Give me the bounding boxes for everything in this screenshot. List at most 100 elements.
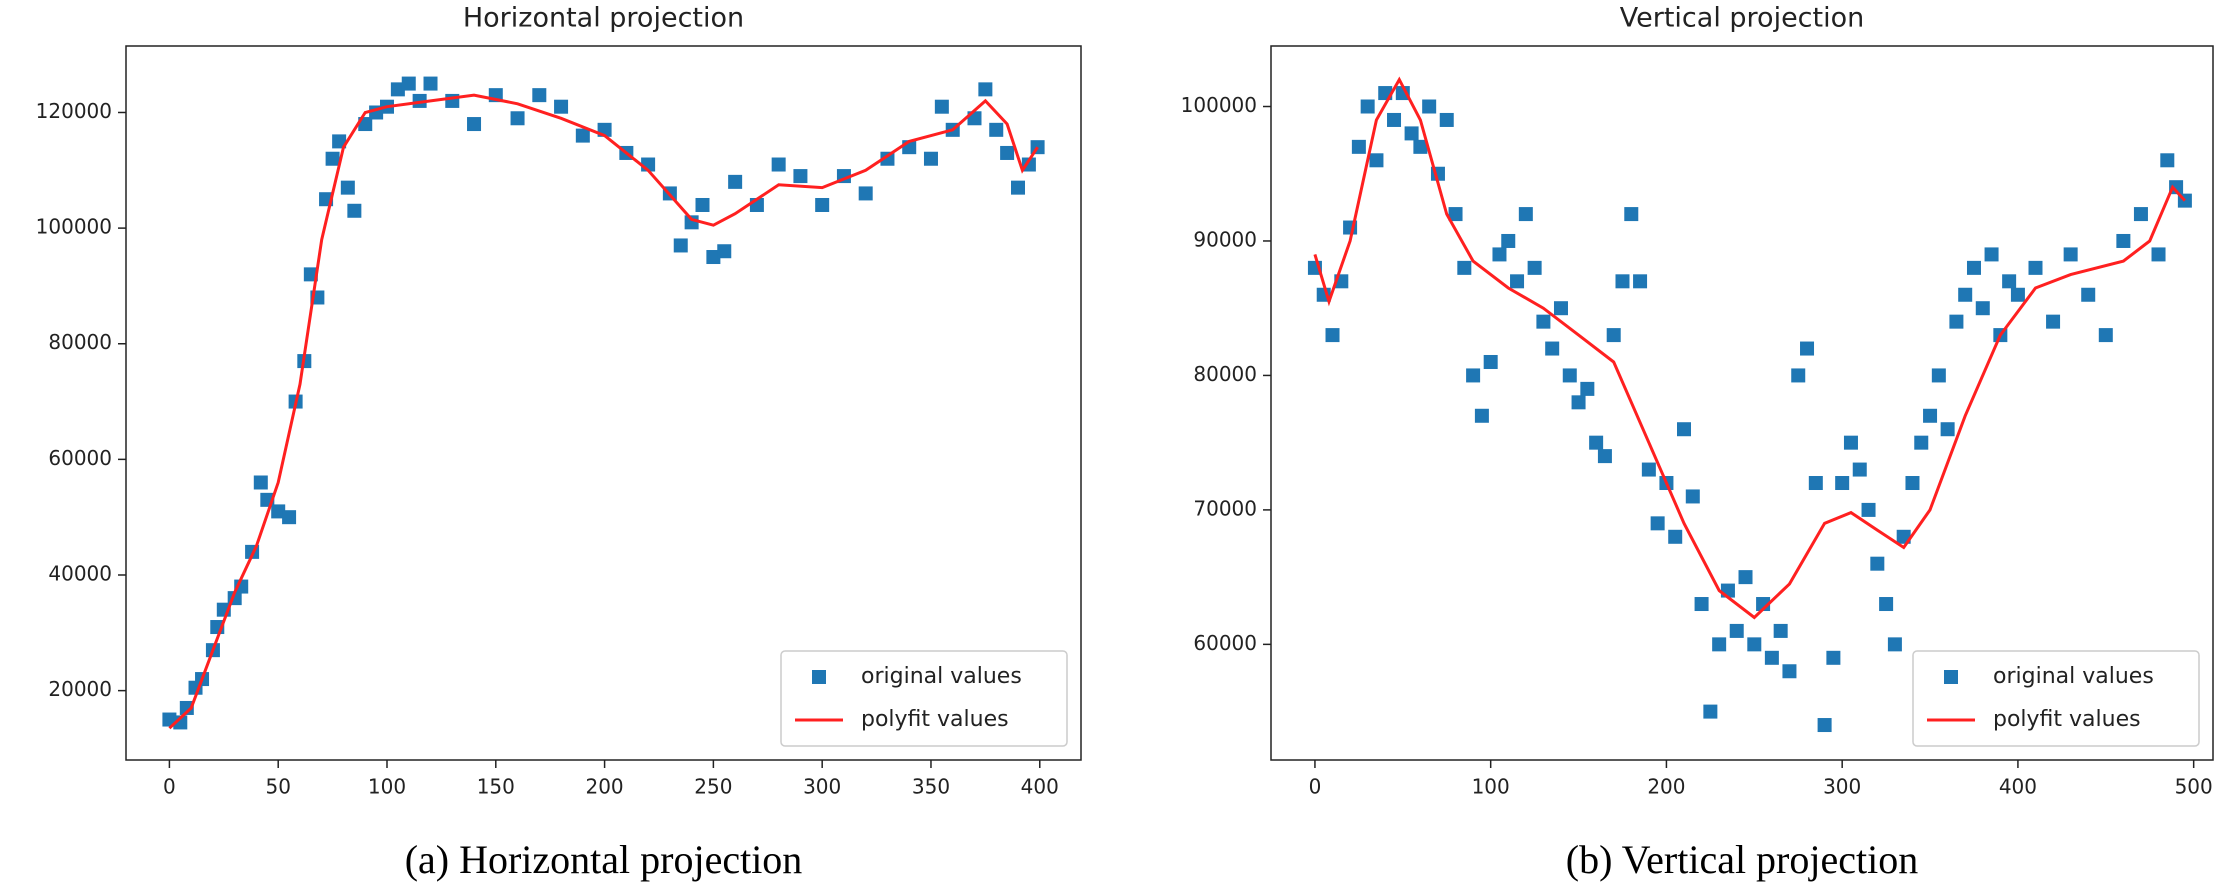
legend-marker [812,670,826,684]
marker [1650,516,1665,531]
marker [1879,597,1894,612]
axes-frame [125,45,1082,761]
marker [1641,462,1656,477]
marker [1413,139,1428,154]
marker [1694,597,1709,612]
caption: (b) Vertical projection [1566,837,1918,882]
x-tick-label: 0 [163,775,176,799]
marker [1510,274,1525,289]
marker [1931,368,1946,383]
legend-label: original values [1993,664,2154,689]
marker [1518,207,1533,222]
marker [1782,664,1797,679]
x-tick-label: 50 [265,775,290,799]
marker [1483,354,1498,369]
marker [2028,260,2043,275]
x-tick-label: 100 [1472,775,1510,799]
y-tick-label: 60000 [1193,631,1257,655]
marker [340,180,355,195]
marker [1773,623,1788,638]
marker [858,186,873,201]
marker [1011,180,1026,195]
marker [1439,112,1454,127]
marker [1914,435,1929,450]
marker [1325,328,1340,343]
marker [1738,570,1753,585]
marker [717,244,732,259]
marker [1351,139,1366,154]
x-tick-label: 0 [1309,775,1322,799]
marker [2081,287,2096,302]
axes-frame [1270,45,2214,761]
marker [467,117,482,132]
x-tick-label: 200 [1647,775,1685,799]
marker [1527,260,1542,275]
marker [2063,247,2078,262]
marker [1685,489,1700,504]
marker [1624,207,1639,222]
marker [1764,650,1779,665]
marker [253,475,268,490]
legend-label: polyfit values [861,707,1009,732]
marker [1501,233,1516,248]
marker [2160,153,2175,168]
marker [532,88,547,103]
legend-label: polyfit values [1993,707,2141,732]
marker [575,128,590,143]
y-tick-label: 20000 [48,677,112,701]
marker [1545,341,1560,356]
legend-box [1912,650,2200,747]
marker [1536,314,1551,329]
marker [1808,476,1823,491]
marker [2151,247,2166,262]
marker [1975,301,1990,316]
legend-label: original values [861,664,1022,689]
marker [1843,435,1858,450]
x-tick-label: 500 [2175,775,2213,799]
marker [332,134,347,149]
marker [1553,301,1568,316]
marker [771,157,786,172]
marker [1984,247,1999,262]
marker [1870,556,1885,571]
marker [1958,287,1973,302]
x-tick-label: 400 [1999,775,2037,799]
legend-box [780,650,1068,747]
marker [1448,207,1463,222]
x-tick-label: 300 [1823,775,1861,799]
marker [2002,274,2017,289]
marker [1668,529,1683,544]
marker [1492,247,1507,262]
marker [1747,637,1762,652]
marker [1562,368,1577,383]
marker [1729,623,1744,638]
marker [2098,328,2113,343]
marker [695,197,710,212]
marker [1633,274,1648,289]
marker [1606,328,1621,343]
marker [1369,153,1384,168]
marker [423,76,438,91]
marker [1395,86,1410,101]
marker [989,122,1004,137]
x-tick-label: 350 [912,775,950,799]
marker [923,151,938,166]
marker [978,82,993,97]
marker [2010,287,2025,302]
marker [1923,408,1938,423]
marker [1861,502,1876,517]
marker [554,99,569,114]
marker [1589,435,1604,450]
marker [1466,368,1481,383]
x-tick-label: 100 [368,775,406,799]
marker [325,151,340,166]
fit-line [168,93,1039,730]
marker [282,510,297,525]
x-tick-label: 400 [1021,775,1059,799]
marker [793,169,808,184]
marker [2133,207,2148,222]
marker [1360,99,1375,114]
marker [1422,99,1437,114]
marker [1800,341,1815,356]
